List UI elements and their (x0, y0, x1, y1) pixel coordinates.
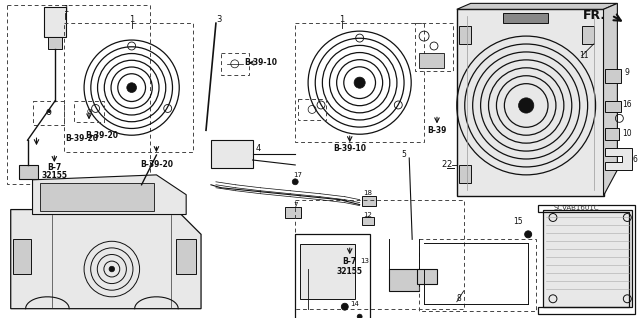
Bar (64, 23, 193, 152)
Text: B-39-10: B-39-10 (333, 144, 366, 152)
Bar (298, 99, 326, 120)
Circle shape (127, 83, 136, 93)
Bar (362, 218, 374, 226)
Bar (295, 200, 464, 309)
Polygon shape (605, 148, 632, 170)
Text: 6: 6 (633, 155, 637, 165)
Bar (300, 244, 355, 299)
Text: 7: 7 (293, 202, 298, 208)
Bar (40, 183, 154, 211)
Polygon shape (457, 4, 618, 9)
Text: 18: 18 (363, 190, 372, 196)
Text: B-39-20: B-39-20 (65, 134, 99, 143)
Bar (459, 165, 470, 183)
Circle shape (354, 77, 365, 88)
Bar (605, 128, 620, 140)
Text: 17: 17 (294, 172, 303, 178)
Text: 1: 1 (339, 15, 344, 24)
Circle shape (525, 231, 532, 238)
Text: 12: 12 (363, 211, 372, 218)
Circle shape (341, 303, 348, 310)
Bar (419, 239, 536, 311)
Text: 8: 8 (456, 294, 461, 303)
Text: B-39-10: B-39-10 (244, 58, 277, 67)
Circle shape (518, 98, 534, 113)
Text: 2: 2 (442, 160, 447, 169)
Text: B-39-20: B-39-20 (140, 160, 173, 169)
Bar (417, 269, 437, 284)
Bar (415, 23, 453, 71)
Text: 1: 1 (129, 15, 134, 24)
Text: Ø: Ø (86, 108, 92, 115)
Bar (221, 53, 248, 75)
Bar (582, 26, 593, 44)
Text: 4: 4 (256, 144, 261, 152)
Bar (74, 100, 104, 122)
Circle shape (292, 179, 298, 185)
Bar (33, 100, 64, 125)
Bar (362, 196, 376, 205)
Text: o: o (45, 108, 51, 117)
Text: •: • (45, 108, 52, 117)
Bar (19, 165, 38, 179)
Circle shape (109, 266, 115, 272)
Text: 13: 13 (360, 258, 369, 264)
Bar (419, 53, 444, 68)
Text: 1: 1 (63, 5, 68, 14)
Text: 32155: 32155 (337, 266, 363, 276)
Text: 14: 14 (350, 301, 359, 307)
Text: 3: 3 (216, 15, 221, 24)
Circle shape (357, 314, 362, 319)
Text: B-7: B-7 (47, 163, 61, 173)
Bar (211, 140, 253, 168)
Bar (295, 23, 424, 142)
Bar (605, 100, 621, 112)
Text: B-7: B-7 (342, 256, 357, 266)
Bar (504, 13, 548, 23)
Bar (459, 26, 470, 44)
Bar (457, 9, 604, 196)
Bar (389, 269, 419, 291)
Text: 32155: 32155 (42, 171, 67, 180)
Bar (13, 239, 31, 274)
Polygon shape (11, 210, 201, 309)
Polygon shape (604, 4, 618, 196)
Bar (7, 5, 150, 184)
Text: SCVAB1601C: SCVAB1601C (554, 204, 600, 211)
Bar (605, 69, 621, 83)
Text: 5: 5 (402, 150, 406, 159)
Bar (285, 207, 301, 219)
Text: B-39-20: B-39-20 (85, 131, 118, 140)
Polygon shape (33, 175, 186, 214)
Bar (49, 37, 62, 49)
Text: 15: 15 (513, 217, 523, 226)
Bar (295, 234, 369, 319)
Bar (543, 210, 632, 307)
Text: 9: 9 (625, 68, 630, 77)
Bar (44, 7, 66, 37)
Text: 2: 2 (446, 160, 451, 169)
Text: B-39: B-39 (428, 126, 447, 135)
Text: FR.: FR. (583, 9, 606, 22)
Text: 10: 10 (623, 129, 632, 138)
Bar (176, 239, 196, 274)
Text: 11: 11 (579, 51, 588, 60)
Text: 16: 16 (623, 100, 632, 109)
